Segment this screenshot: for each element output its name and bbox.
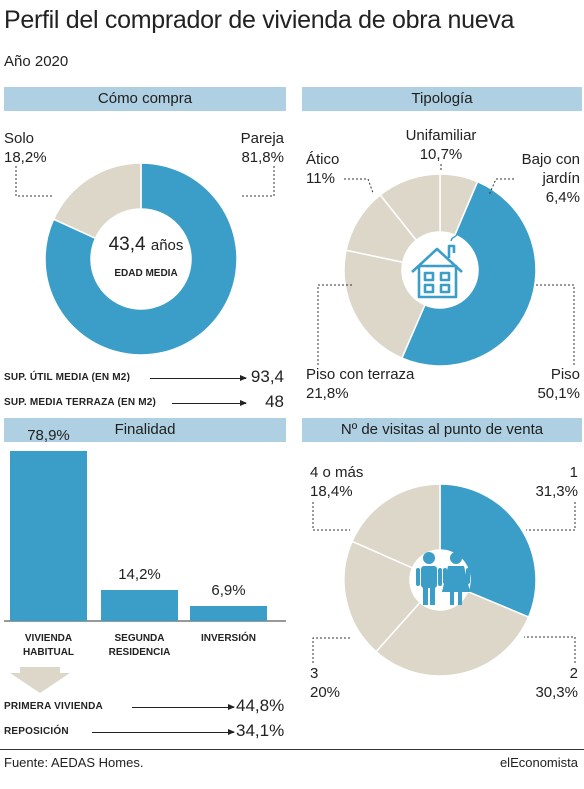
bar-vivienda-habitual (10, 451, 87, 621)
bar-category-label: INVERSIÓN (200, 633, 256, 644)
center-value: 43,4 años (108, 234, 184, 255)
stat-value-sup-terraza: 48 (265, 392, 284, 411)
slice-piso (400, 180, 537, 367)
slice-2 (375, 590, 530, 677)
slice-label-2: 2 30,3% (535, 665, 578, 701)
slice-unifamiliar (379, 173, 441, 242)
center-label: EDAD MEDIA (114, 268, 178, 279)
sub-stat-value-reposicion: 34,1% (236, 721, 285, 740)
bar-value-label: 6,9% (211, 582, 246, 600)
slice-label-piso: Piso 50,1% (537, 366, 580, 402)
slice-label-1: 1 31,3% (535, 464, 578, 500)
slice-label-pareja: Pareja 81,8% (240, 130, 284, 166)
slice-piso-con-terraza (343, 249, 426, 360)
bar-category-label: VIVIENDA HABITUAL (22, 633, 75, 658)
panel-header-visitas: Nº de visitas al punto de venta (302, 418, 582, 442)
slice-4-o-más (351, 483, 441, 569)
slice-label-3: 3 20% (310, 665, 341, 701)
bar-inversión (190, 606, 267, 621)
stat-arrow (92, 729, 235, 735)
page-subtitle: Año 2020 (4, 53, 69, 70)
slice-label-bajo-jardin: Bajo con jardín 6,4% (521, 151, 580, 206)
slice-label-piso-terraza: Piso con terraza 21,8% (306, 366, 415, 402)
panel-header-tipologia: Tipología (302, 87, 582, 111)
stat-value-sup-util: 93,4 (250, 367, 284, 386)
bar-value-label: 14,2% (118, 566, 161, 584)
slice-label-unifamiliar: Unifamiliar 10,7% (405, 127, 477, 163)
bar-value-label: 78,9% (27, 427, 70, 444)
panel-header-finalidad: Finalidad (4, 418, 286, 442)
sub-stat-label-primera: PRIMERA VIVIENDA (4, 701, 103, 712)
bar-category-label: SEGUNDA RESIDENCIA (108, 633, 171, 658)
slice-label-4-mas: 4 o más 18,4% (310, 464, 364, 500)
stat-arrow (150, 375, 247, 381)
bar-segunda-residencia (101, 590, 178, 621)
stat-label-sup-terraza: SUP. MEDIA TERRAZA (EN M2) (4, 397, 157, 408)
donut-como-compra (44, 162, 238, 356)
stat-arrow (132, 704, 235, 710)
slice-solo (52, 162, 142, 240)
house-icon (411, 233, 463, 299)
slice-label-solo: Solo 18,2% (4, 130, 47, 166)
stat-label-sup-util: SUP. ÚTIL MEDIA (EN M2) (4, 372, 131, 383)
footer-divider (0, 749, 584, 750)
stat-arrow (172, 400, 247, 406)
slice-1 (439, 483, 537, 618)
page-title: Perfil del comprador de vivienda de obra… (4, 6, 515, 34)
sub-stat-value-primera: 44,8% (236, 696, 285, 715)
sub-stat-label-reposicion: REPOSICIÓN (4, 726, 69, 737)
couple-icon (416, 552, 470, 605)
donut-tipologia (343, 173, 537, 367)
panel-header-como-compra: Cómo compra (4, 87, 286, 111)
down-arrow-icon (10, 667, 70, 693)
slice-label-atico: Ático 11% (306, 151, 340, 187)
donut-visitas (343, 483, 537, 677)
slice-pareja (44, 162, 238, 356)
slice-3 (343, 540, 422, 653)
leader-lines (15, 164, 576, 663)
brand-logo: elEconomista (499, 755, 578, 770)
source-note: Fuente: AEDAS Homes. (4, 755, 144, 770)
